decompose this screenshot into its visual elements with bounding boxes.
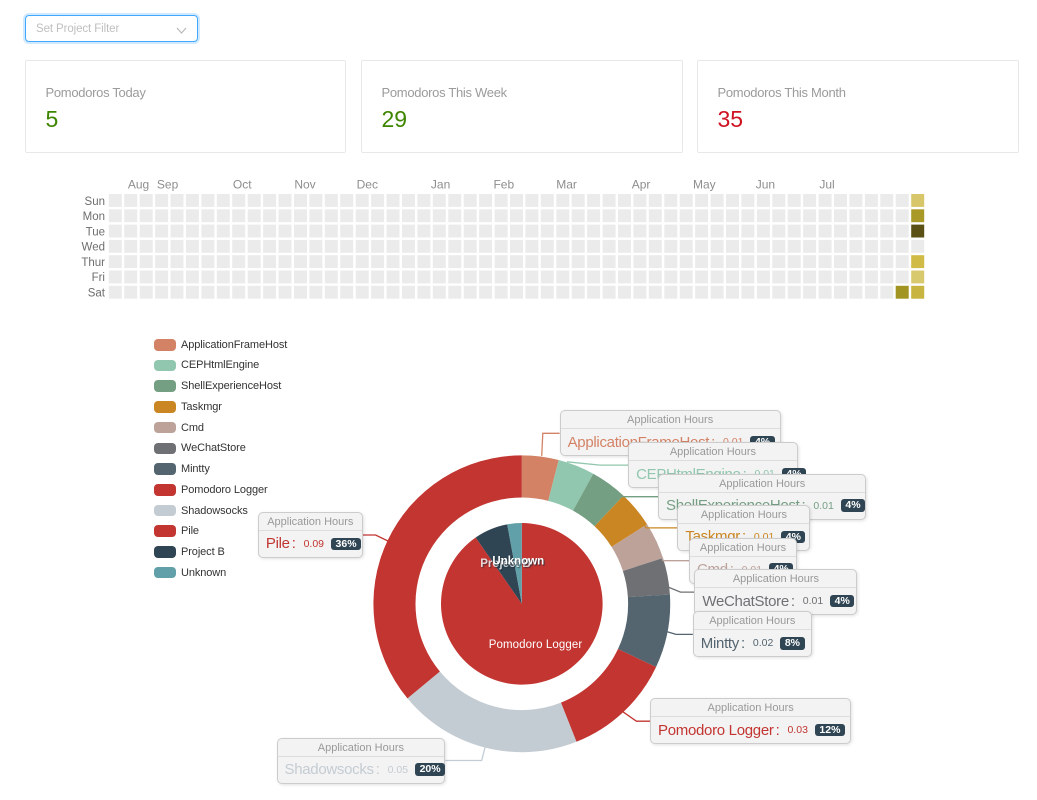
svg-text:Tue: Tue [86, 226, 105, 238]
svg-text:Oct: Oct [233, 178, 252, 192]
svg-text:Jul: Jul [819, 178, 834, 192]
svg-text:Fri: Fri [92, 272, 105, 284]
svg-text:Dec: Dec [357, 178, 378, 192]
svg-text:Jan: Jan [431, 178, 450, 192]
svg-text:Pomodoro Logger: Pomodoro Logger [489, 639, 583, 651]
svg-text:Mon: Mon [83, 211, 105, 223]
svg-text:Feb: Feb [493, 178, 514, 192]
svg-text:May: May [693, 178, 716, 192]
svg-text:Nov: Nov [294, 178, 315, 192]
svg-text:Aug: Aug [128, 178, 149, 192]
svg-text:Sun: Sun [85, 196, 105, 208]
svg-text:Apr: Apr [632, 178, 651, 192]
svg-text:Wed: Wed [82, 242, 105, 254]
svg-text:Thur: Thur [81, 257, 105, 269]
svg-text:Mar: Mar [556, 178, 577, 192]
svg-text:Jun: Jun [756, 178, 775, 192]
svg-text:Sep: Sep [157, 178, 179, 192]
svg-text:Project B: Project B [480, 558, 531, 570]
svg-text:Unknown: Unknown [492, 556, 544, 568]
svg-text:Sat: Sat [88, 288, 106, 300]
